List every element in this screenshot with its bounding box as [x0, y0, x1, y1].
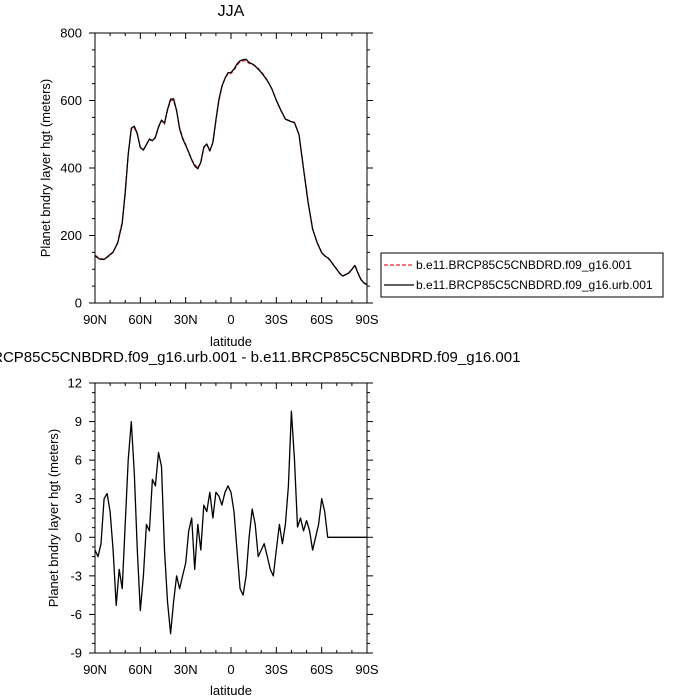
y-tick-label: -9 — [70, 646, 82, 661]
bottom-chart-xlabel: latitude — [210, 683, 252, 698]
y-tick-label: 800 — [60, 26, 82, 41]
x-tick-label: 90S — [355, 662, 378, 677]
x-tick-label: 60N — [128, 312, 152, 327]
y-tick-label: 200 — [60, 228, 82, 243]
top-chart-panel: JJA 90N 60N 30N 0 30S 60S 90S 0 200 400 600 800 lat… — [38, 3, 379, 349]
x-tick-label: 0 — [227, 312, 234, 327]
legend-label-urb: b.e11.BRCP85C5CNBDRD.f09_g16.urb.001 — [416, 278, 653, 292]
x-tick-label: 90S — [355, 312, 378, 327]
top-series-line-1 — [94, 58, 368, 286]
top-series-line-0 — [94, 60, 368, 285]
bottom-chart-ylabel: Planet bndry layer hgt (meters) — [46, 429, 61, 607]
y-tick-label: 6 — [75, 453, 82, 468]
top-chart-ticks: 90N 60N 30N 0 30S 60S 90S 0 200 400 600 800 — [60, 26, 379, 328]
bottom-chart-title: b.e11.BRCP85C5CNBDRD.f09_g16.urb.001 - b… — [0, 349, 520, 366]
top-chart-frame — [94, 32, 368, 304]
x-tick-label: 60S — [310, 312, 333, 327]
top-chart-title: JJA — [218, 3, 245, 20]
y-tick-label: 0 — [75, 530, 82, 545]
bottom-chart-panel: b.e11.BRCP85C5CNBDRD.f09_g16.urb.001 - b… — [0, 349, 520, 698]
bottom-series-line-0 — [94, 410, 367, 635]
legend: b.e11.BRCP85C5CNBDRD.f09_g16.001 b.e11.B… — [380, 252, 664, 298]
y-tick-label: 400 — [60, 161, 82, 176]
y-tick-label: -6 — [70, 607, 82, 622]
legend-label-base: b.e11.BRCP85C5CNBDRD.f09_g16.001 — [416, 258, 632, 272]
y-tick-label: 3 — [75, 491, 82, 506]
x-tick-label: 30N — [174, 312, 198, 327]
x-tick-label: 30N — [174, 662, 198, 677]
x-tick-label: 90N — [83, 312, 107, 327]
y-tick-label: 9 — [75, 414, 82, 429]
x-tick-label: 90N — [83, 662, 107, 677]
x-tick-label: 60N — [128, 662, 152, 677]
x-tick-label: 30S — [265, 312, 288, 327]
top-chart-xlabel: latitude — [210, 334, 252, 349]
bottom-chart-frame — [94, 382, 368, 654]
top-chart-series — [94, 58, 368, 286]
y-tick-label: 0 — [75, 296, 82, 311]
y-tick-label: -3 — [70, 568, 82, 583]
x-tick-label: 30S — [265, 662, 288, 677]
top-chart-ylabel: Planet bndry layer hgt (meters) — [38, 79, 53, 257]
x-tick-label: 0 — [227, 662, 234, 677]
y-tick-label: 600 — [60, 93, 82, 108]
bottom-chart-ticks: 90N 60N 30N 0 30S 60S 90S -9 -6 -3 0 3 6 9 12 — [68, 376, 379, 678]
x-tick-label: 60S — [310, 662, 333, 677]
y-tick-label: 12 — [68, 376, 82, 391]
legend-box — [380, 252, 664, 298]
bottom-chart-series — [94, 410, 367, 635]
